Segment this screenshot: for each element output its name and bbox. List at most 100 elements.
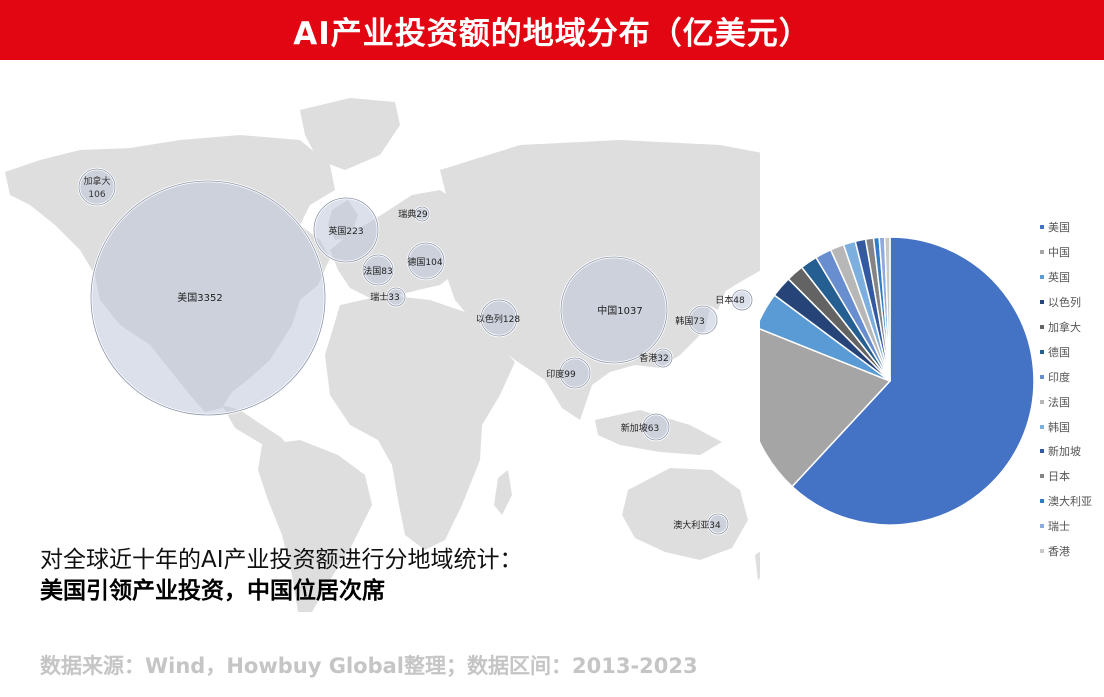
greenland-shape [300, 98, 400, 170]
map-bubble-outline [386, 287, 406, 307]
summary-line-2: 美国引领产业投资，中国位居次席 [40, 578, 385, 604]
map-bubble-label: 澳大利亚34 [673, 519, 721, 531]
map-bubble-label: 香港32 [639, 352, 668, 364]
legend-swatch [1040, 349, 1044, 354]
legend-item: 新加坡 [1040, 439, 1104, 464]
legend-label: 印度 [1048, 370, 1070, 384]
map-bubble-outline [90, 180, 326, 416]
legend-item: 法国 [1040, 389, 1104, 414]
map-bubble-outline [731, 289, 753, 311]
map-bubble-label: 瑞典29 [398, 208, 428, 220]
legend-item: 日本 [1040, 464, 1104, 489]
pie-slice [883, 236, 891, 382]
map-bubble-label: 美国3352 [177, 291, 222, 304]
legend-swatch [1040, 399, 1044, 404]
map-bubbles: 美国3352 中国1037 英国223 以色列128 加拿大 106 德国104 印度99 法国… [77, 167, 754, 536]
pie-slice [791, 236, 1035, 526]
legend-item: 英国 [1040, 265, 1104, 290]
legend-item: 德国 [1040, 339, 1104, 364]
new-zealand-shape [755, 551, 760, 580]
map-bubble-outline [653, 348, 673, 368]
map-bubble-label: 以色列128 [476, 313, 520, 325]
map-bubble-outline [707, 513, 729, 535]
legend-label: 韩国 [1048, 420, 1070, 434]
summary-block: 对全球近十年的AI产业投资额进行分地域统计： 美国引领产业投资，中国位居次席 [40, 545, 523, 607]
map-bubble-label: 印度99 [546, 368, 576, 380]
legend-swatch [1040, 275, 1044, 280]
legend-label: 英国 [1048, 271, 1070, 285]
map-bubble: 印度99 [546, 356, 592, 390]
legend-swatch [1040, 499, 1044, 504]
legend-swatch [1040, 474, 1044, 479]
map-bubble-outline [78, 168, 116, 206]
legend-item: 印度 [1040, 364, 1104, 389]
page-title: AI产业投资额的地域分布（亿美元） [293, 15, 811, 52]
map-bubble: 加拿大 106 [77, 167, 117, 207]
legend-swatch [1040, 449, 1044, 454]
australia-shape [622, 468, 748, 560]
map-bubble-outline [688, 305, 718, 335]
map-bubble: 以色列128 [476, 298, 520, 338]
legend-swatch [1040, 300, 1044, 305]
legend-item: 以色列 [1040, 290, 1104, 315]
map-bubble: 新加坡63 [621, 412, 671, 442]
legend-item: 香港 [1040, 539, 1104, 564]
legend-swatch [1040, 225, 1044, 230]
map-bubble-label: 瑞士33 [370, 291, 399, 303]
summary-line-1: 对全球近十年的AI产业投资额进行分地域统计： [40, 547, 523, 573]
south-america-shape [258, 440, 372, 612]
map-bubble-label: 中国1037 [597, 304, 642, 317]
title-bar: AI产业投资额的地域分布（亿美元） [0, 0, 1104, 60]
legend-swatch [1040, 374, 1044, 379]
legend-item: 中国 [1040, 240, 1104, 265]
legend-label: 法国 [1048, 395, 1070, 409]
africa-shape [325, 295, 515, 550]
map-bubble: 日本48 [715, 288, 754, 312]
map-bubble-outline [313, 197, 379, 263]
map-bubble-outline [560, 256, 668, 364]
legend-label: 瑞士 [1048, 520, 1070, 534]
legend-swatch [1040, 250, 1044, 255]
legend-label: 中国 [1048, 246, 1070, 260]
legend-label: 美国 [1048, 221, 1070, 235]
legend-item: 韩国 [1040, 414, 1104, 439]
legend-swatch [1040, 524, 1044, 529]
japan-shape [708, 260, 728, 310]
map-bubble-outline [407, 242, 445, 280]
legend-swatch [1040, 424, 1044, 429]
map-bubble-outline [642, 413, 670, 441]
map-bubble: 瑞士33 [370, 286, 407, 308]
map-bubble-value: 106 [88, 190, 105, 200]
legend-item: 澳大利亚 [1040, 489, 1104, 514]
map-bubble-outline [480, 299, 518, 337]
map-bubble: 法国83 [361, 253, 395, 287]
madagascar-shape [494, 470, 512, 515]
legend-label: 加拿大 [1048, 321, 1081, 334]
map-bubble-outline [362, 254, 394, 286]
map-bubble: 韩国73 [675, 304, 719, 336]
map-bubble-label: 新加坡63 [621, 422, 659, 434]
legend-label: 澳大利亚 [1048, 495, 1092, 509]
map-bubble-outline [414, 206, 430, 222]
map-bubble-label: 法国83 [363, 265, 392, 277]
legend-label: 香港 [1048, 545, 1070, 559]
pie-chart [760, 236, 1035, 526]
map-bubble: 英国223 [312, 196, 380, 264]
map-bubble: 瑞典29 [398, 205, 431, 223]
legend-label: 新加坡 [1048, 445, 1081, 459]
legend-label: 德国 [1048, 345, 1070, 359]
world-bubble-map: 美国3352 中国1037 英国223 以色列128 加拿大 106 德国104 印度99 法国… [5, 98, 760, 612]
map-bubble: 澳大利亚34 [673, 512, 730, 536]
legend-label: 日本 [1048, 470, 1070, 484]
legend-swatch [1040, 549, 1044, 554]
legend-item: 瑞士 [1040, 514, 1104, 539]
source-note: 数据来源：Wind，Howbuy Global整理；数据区间：2013-2023 [40, 654, 698, 678]
map-bubble-label: 加拿大 [83, 175, 110, 187]
map-bubble: 香港32 [639, 347, 674, 369]
legend-item: 美国 [1040, 215, 1104, 240]
pie-legend: 美国中国英国以色列加拿大德国印度法国韩国新加坡日本澳大利亚瑞士香港 [1040, 215, 1104, 563]
map-bubble: 中国1037 [559, 255, 669, 365]
legend-label: 以色列 [1048, 296, 1081, 310]
central-america-shape [222, 405, 290, 452]
map-bubble-label: 韩国73 [675, 315, 704, 327]
